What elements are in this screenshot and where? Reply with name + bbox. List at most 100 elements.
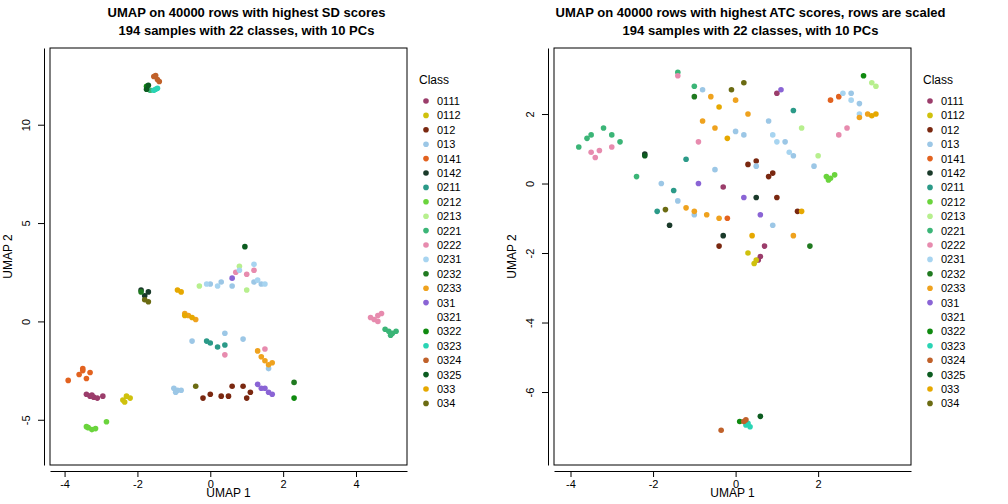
x-tick-label: 4 <box>353 478 359 490</box>
legend-swatch <box>927 314 933 320</box>
point <box>832 172 838 178</box>
legend-swatch <box>423 228 429 234</box>
legend-swatch <box>927 127 933 133</box>
point <box>218 393 224 399</box>
y-tick-label: -5 <box>20 415 32 425</box>
legend-label: 031 <box>941 297 959 309</box>
legend-label: 031 <box>437 297 455 309</box>
point <box>770 170 776 176</box>
point <box>262 281 268 287</box>
point <box>122 399 128 405</box>
point <box>197 283 203 289</box>
x-axis-title: UMAP 1 <box>206 486 251 500</box>
point <box>791 233 797 239</box>
point <box>692 83 698 89</box>
legend-swatch <box>927 257 933 263</box>
point <box>741 80 747 86</box>
point <box>873 83 879 89</box>
legend-label: 0232 <box>941 268 965 280</box>
point <box>151 74 157 80</box>
legend: Class01110112012013014101420211021202130… <box>419 73 461 409</box>
legend-swatch <box>423 185 429 191</box>
point <box>240 336 246 342</box>
point <box>379 311 385 317</box>
point <box>229 275 235 281</box>
point <box>753 163 759 169</box>
point <box>269 360 275 366</box>
point <box>222 352 228 358</box>
legend-swatch <box>927 170 933 176</box>
legend-swatch <box>423 141 429 147</box>
legend-label: 0222 <box>437 239 461 251</box>
x-tick-mark <box>137 471 138 477</box>
y-axis-title: UMAP 2 <box>1 234 15 279</box>
y-tick: 10 <box>20 119 44 131</box>
point <box>204 281 210 287</box>
point <box>244 395 250 401</box>
point <box>786 149 792 155</box>
legend-label: 0221 <box>437 225 461 237</box>
point <box>857 101 863 107</box>
point <box>258 385 264 391</box>
point <box>848 97 854 103</box>
x-axis-line <box>51 471 408 472</box>
legend-label: 0212 <box>437 196 461 208</box>
y-axis: -6-4-202 <box>524 49 549 466</box>
point <box>745 111 751 117</box>
legend-label: 0212 <box>941 196 965 208</box>
point <box>836 132 842 138</box>
point <box>683 205 689 211</box>
legend-swatch <box>927 113 933 119</box>
point <box>743 417 749 423</box>
point <box>592 155 598 161</box>
point <box>576 144 582 150</box>
point <box>663 207 669 213</box>
x-tick: 4 <box>353 471 359 490</box>
x-tick-mark <box>653 471 654 477</box>
x-tick: -4 <box>60 471 70 490</box>
point <box>826 177 832 183</box>
x-tick-label: -4 <box>566 478 576 490</box>
y-tick-label: -4 <box>524 318 536 328</box>
y-tick: 0 <box>524 181 548 187</box>
legend-swatch <box>423 314 429 320</box>
point <box>93 426 99 432</box>
x-tick-mark <box>356 471 357 477</box>
x-tick-label: -4 <box>60 478 70 490</box>
legend-label: 0325 <box>437 369 461 381</box>
point <box>745 250 751 256</box>
point <box>255 277 261 283</box>
legend-swatch <box>423 357 429 363</box>
x-tick-label: 2 <box>281 478 287 490</box>
point <box>215 283 221 289</box>
point <box>204 338 210 344</box>
legend-label: 0321 <box>941 311 965 323</box>
legend-label: 0233 <box>437 282 461 294</box>
point <box>89 392 95 398</box>
point <box>700 87 706 93</box>
y-tick: 2 <box>524 111 548 117</box>
x-tick-mark <box>210 471 211 477</box>
legend-label: 013 <box>437 138 455 150</box>
legend-swatch <box>423 372 429 378</box>
y-tick-mark <box>542 184 548 185</box>
title: UMAP on 40000 rows with highest ATC scor… <box>556 5 946 20</box>
point <box>138 289 144 295</box>
legend-swatch <box>423 98 429 104</box>
point <box>269 391 275 397</box>
legend-swatch <box>423 271 429 277</box>
legend-swatch <box>927 357 933 363</box>
point <box>799 125 805 131</box>
x-tick-mark <box>65 471 66 477</box>
point <box>244 271 250 277</box>
y-tick: -4 <box>524 318 548 328</box>
x-tick-mark <box>818 471 819 477</box>
point <box>828 97 834 103</box>
plot-frame <box>554 48 911 465</box>
point <box>671 188 677 194</box>
y-tick-mark <box>542 253 548 254</box>
point <box>766 118 772 124</box>
point <box>588 149 594 155</box>
legend-label: 0322 <box>941 325 965 337</box>
y-tick: -2 <box>524 249 548 259</box>
